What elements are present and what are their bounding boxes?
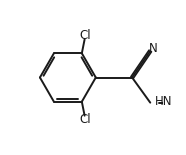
Text: Cl: Cl xyxy=(79,29,91,42)
Text: N: N xyxy=(149,42,158,55)
Text: HN: HN xyxy=(155,95,172,108)
Text: Cl: Cl xyxy=(79,113,91,126)
